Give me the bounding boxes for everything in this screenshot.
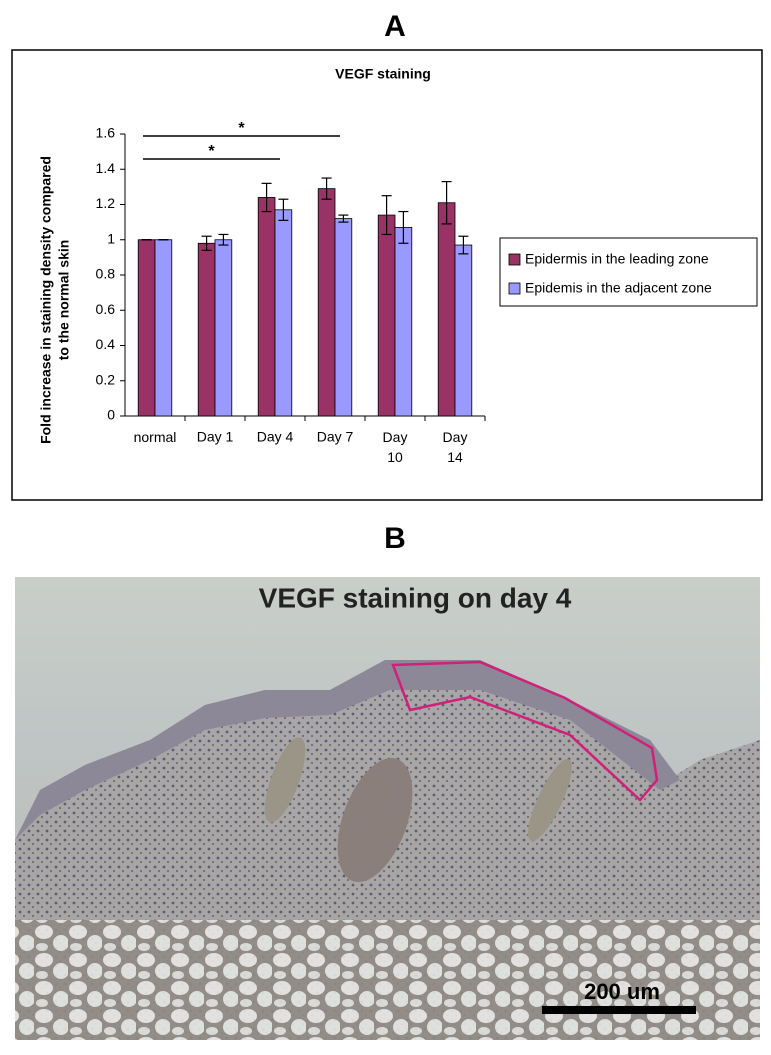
error-bar [261, 182, 272, 213]
error-bar [218, 233, 229, 246]
bar [394, 227, 413, 417]
scale-bar [542, 1006, 696, 1014]
micrograph: VEGF staining on day 4 200 um [15, 577, 760, 1040]
panel-label: B [384, 522, 406, 555]
error-bar [381, 195, 392, 236]
error-bar [441, 180, 452, 225]
y-tick-label: 0.2 [96, 371, 116, 387]
panel-label: A [384, 10, 406, 43]
x-tick-label: Day 1 [197, 429, 234, 445]
x-tick-label: Day 4 [257, 429, 294, 445]
error-bar [458, 235, 469, 255]
y-tick-label: 0.6 [96, 301, 116, 317]
bar [334, 218, 353, 417]
significance-mark: * [238, 120, 245, 137]
error-bar [278, 198, 289, 221]
y-tick-label: 1.2 [96, 195, 116, 211]
y-tick-label: 1 [107, 230, 115, 246]
bar [197, 242, 216, 417]
significance-mark: * [208, 143, 215, 160]
x-tick-label: Day 14 [443, 429, 468, 465]
x-tick-label: normal [134, 429, 177, 445]
bar [317, 188, 336, 417]
y-label-line: Fold increase in staining density compar… [38, 156, 54, 444]
legend-swatch [508, 282, 521, 295]
chart-title: VEGF staining [335, 66, 431, 82]
bar [154, 239, 173, 417]
bar [257, 197, 276, 417]
y-label-line: to the normal skin [56, 240, 72, 361]
error-bar [338, 214, 349, 223]
y-tick-label: 0.8 [96, 266, 116, 282]
x-tick-label: Day 10 [383, 429, 408, 465]
legend-label: Epidermis in the leading zone [525, 251, 709, 267]
bar [454, 244, 473, 417]
chart-frame [11, 49, 763, 501]
y-tick-label: 1.4 [96, 160, 116, 176]
bar [274, 209, 293, 417]
y-axis-label: Fold increase in staining density compar… [38, 156, 72, 444]
legend-label: Epidemis in the adjacent zone [525, 280, 712, 296]
y-tick-label: 1.6 [96, 125, 116, 141]
y-tick-label: 0.4 [96, 336, 116, 352]
legend-box [499, 237, 758, 307]
image-title: VEGF staining on day 4 [259, 582, 572, 613]
error-bar [201, 235, 212, 251]
bar [214, 239, 233, 417]
bar [437, 202, 456, 417]
error-bar [398, 210, 409, 244]
bar [137, 239, 156, 417]
error-bar [321, 177, 332, 200]
x-tick-label: Day 7 [317, 429, 354, 445]
scale-bar-label: 200 um [584, 979, 660, 1004]
bar [377, 214, 396, 417]
y-tick-label: 0 [107, 407, 115, 423]
legend-swatch [508, 253, 521, 266]
